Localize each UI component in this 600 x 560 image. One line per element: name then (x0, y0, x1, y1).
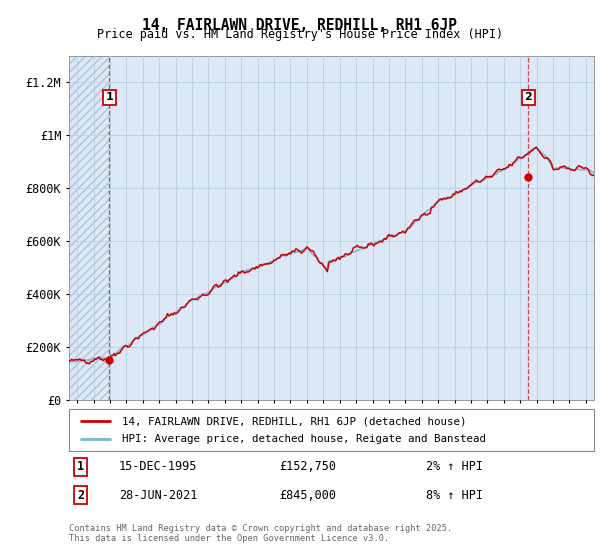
Text: 2% ↑ HPI: 2% ↑ HPI (426, 460, 483, 473)
Text: £152,750: £152,750 (279, 460, 336, 473)
Text: 1: 1 (106, 92, 113, 102)
Text: 28-JUN-2021: 28-JUN-2021 (119, 488, 197, 502)
Text: £845,000: £845,000 (279, 488, 336, 502)
Text: 15-DEC-1995: 15-DEC-1995 (119, 460, 197, 473)
Text: 14, FAIRLAWN DRIVE, REDHILL, RH1 6JP (detached house): 14, FAIRLAWN DRIVE, REDHILL, RH1 6JP (de… (121, 417, 466, 426)
FancyBboxPatch shape (69, 409, 594, 451)
Text: Price paid vs. HM Land Registry's House Price Index (HPI): Price paid vs. HM Land Registry's House … (97, 28, 503, 41)
Text: 2: 2 (77, 488, 84, 502)
Text: 8% ↑ HPI: 8% ↑ HPI (426, 488, 483, 502)
Text: HPI: Average price, detached house, Reigate and Banstead: HPI: Average price, detached house, Reig… (121, 434, 485, 444)
Text: Contains HM Land Registry data © Crown copyright and database right 2025.
This d: Contains HM Land Registry data © Crown c… (69, 524, 452, 543)
Text: 14, FAIRLAWN DRIVE, REDHILL, RH1 6JP: 14, FAIRLAWN DRIVE, REDHILL, RH1 6JP (143, 18, 458, 33)
Text: 2: 2 (524, 92, 532, 102)
Text: 1: 1 (77, 460, 84, 473)
